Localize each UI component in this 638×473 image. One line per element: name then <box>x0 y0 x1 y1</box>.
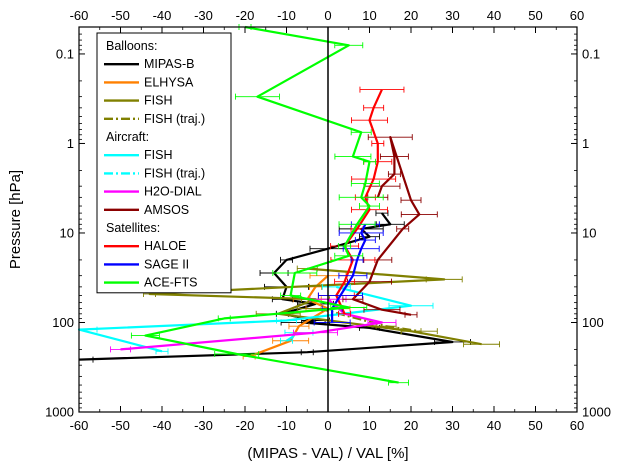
legend-entry-label: SAGE II <box>144 257 189 271</box>
x-tick-label-top: 50 <box>528 8 542 23</box>
y-tick-label-right: 1 <box>582 136 589 151</box>
legend-group-title: Aircraft: <box>106 130 149 144</box>
legend-entry-label: FISH <box>144 148 172 162</box>
x-tick-label-bottom: 10 <box>362 418 376 433</box>
legend-group-title: Balloons: <box>106 39 157 53</box>
x-tick-label-top: -30 <box>194 8 213 23</box>
y-tick-label-left: 1000 <box>45 405 74 420</box>
y-tick-label-left: 10 <box>60 225 74 240</box>
x-tick-label-top: -40 <box>153 8 172 23</box>
y-tick-label-right: 10 <box>582 225 596 240</box>
x-tick-label-bottom: -20 <box>236 418 255 433</box>
x-tick-label-bottom: -50 <box>111 418 130 433</box>
legend-entry-label: MIPAS-B <box>144 57 194 71</box>
legend-entry-label: ACE-FTS <box>144 276 197 290</box>
x-tick-label-bottom: 30 <box>445 418 459 433</box>
x-tick-label-bottom: -30 <box>194 418 213 433</box>
x-tick-label-top: 60 <box>570 8 584 23</box>
x-tick-label-top: 20 <box>404 8 418 23</box>
y-tick-label-left: 0.1 <box>56 46 74 61</box>
x-tick-label-bottom: 0 <box>324 418 331 433</box>
plot-frame <box>78 26 578 413</box>
x-tick-label-top: 40 <box>487 8 501 23</box>
x-tick-label-bottom: -60 <box>70 418 89 433</box>
x-tick-label-top: 30 <box>445 8 459 23</box>
legend-entry-label: HALOE <box>144 239 186 253</box>
y-tick-label-right: 1000 <box>582 405 611 420</box>
legend-entry-label: AMSOS <box>144 203 189 217</box>
axes: -60-60-50-50-40-40-30-30-20-20-10-100010… <box>45 8 611 433</box>
series-10 <box>130 24 409 386</box>
legend-entry-label: FISH (traj.) <box>144 112 205 126</box>
legend-entry-label: ELHYSA <box>144 75 194 89</box>
legend-entry-label: FISH (traj.) <box>144 166 205 180</box>
y-tick-label-left: 1 <box>67 136 74 151</box>
x-tick-label-top: -50 <box>111 8 130 23</box>
series-line <box>351 136 421 316</box>
x-tick-label-top: -10 <box>277 8 296 23</box>
x-tick-label-bottom: 50 <box>528 418 542 433</box>
x-tick-label-bottom: -10 <box>277 418 296 433</box>
x-tick-label-bottom: -40 <box>153 418 172 433</box>
x-tick-label-bottom: 40 <box>487 418 501 433</box>
legend-group-title: Satellites: <box>106 221 160 235</box>
y-tick-label-left: 100 <box>52 315 74 330</box>
series-4 <box>77 283 434 355</box>
legend-entry-label: H2O-DIAL <box>144 185 202 199</box>
series-line <box>77 285 413 353</box>
x-tick-label-top: -20 <box>236 8 255 23</box>
legend: Balloons: MIPAS-B ELHYSA FISH FISH (traj.) Ai… <box>96 32 232 294</box>
y-axis-title: Pressure [hPa] <box>7 170 24 269</box>
legend-entry-label: FISH <box>144 94 172 108</box>
x-tick-label-top: 10 <box>362 8 376 23</box>
x-axis-title: (MIPAS - VAL) / VAL [%] <box>247 445 408 462</box>
legend-box <box>96 32 232 294</box>
x-tick-label-bottom: 20 <box>404 418 418 433</box>
y-tick-label-right: 100 <box>582 315 604 330</box>
series-line <box>144 25 399 384</box>
y-tick-label-right: 0.1 <box>582 46 600 61</box>
x-tick-label-top: -60 <box>70 8 89 23</box>
x-tick-label-bottom: 60 <box>570 418 584 433</box>
x-tick-label-top: 0 <box>324 8 331 23</box>
